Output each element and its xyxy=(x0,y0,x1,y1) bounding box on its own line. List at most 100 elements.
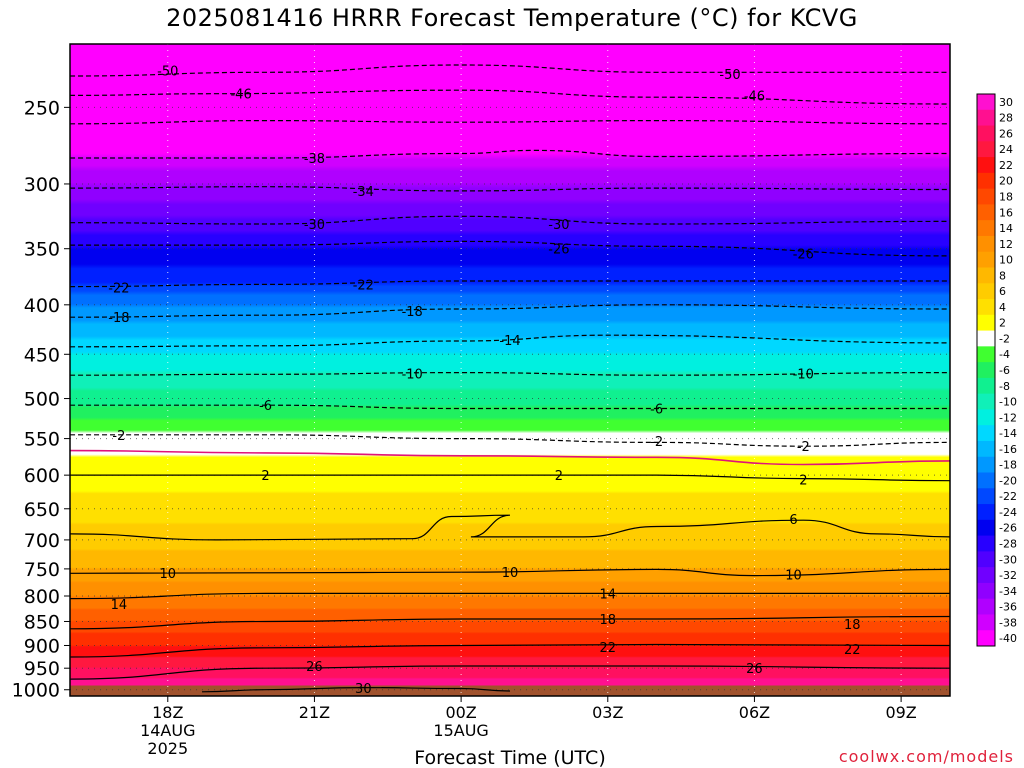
colorbar-label: 12 xyxy=(999,238,1013,251)
colorbar-label: 8 xyxy=(999,269,1006,282)
contour-line xyxy=(70,280,950,288)
contour-label: 22 xyxy=(844,643,861,658)
colorbar-label: -14 xyxy=(999,427,1017,440)
credit-link[interactable]: coolwx.com/models xyxy=(838,747,1014,766)
colorbar-swatch xyxy=(977,172,995,190)
contour-label: -2 xyxy=(797,440,810,455)
contour-label: 22 xyxy=(600,641,617,656)
contour-line xyxy=(70,304,950,318)
contour-line xyxy=(201,686,511,693)
colorbar-label: -16 xyxy=(999,443,1017,456)
colorbar-label: -18 xyxy=(999,459,1017,472)
plot-frame xyxy=(69,43,951,697)
contour-line xyxy=(70,371,950,376)
colorbar-label: 28 xyxy=(999,112,1013,125)
colorbar-label: -40 xyxy=(999,632,1017,645)
colorbar-swatch xyxy=(977,519,995,537)
colorbar-label: -2 xyxy=(999,332,1010,345)
contour-label: 14 xyxy=(111,598,128,613)
contour-line xyxy=(70,404,950,410)
contour-label: -30 xyxy=(304,218,325,233)
colorbar-swatch xyxy=(977,125,995,142)
contour-line xyxy=(70,240,950,257)
x-tick-label: 15AUG xyxy=(433,721,488,740)
contour-label: -26 xyxy=(793,247,814,262)
y-tick-label: 250 xyxy=(24,97,60,119)
y-tick-label: 450 xyxy=(24,344,60,366)
contour-label: -38 xyxy=(304,152,325,167)
colorbar-label: -30 xyxy=(999,553,1017,566)
x-tick-label: 2025 xyxy=(147,739,188,758)
y-tick-label: 500 xyxy=(24,389,60,411)
colorbar-label: -28 xyxy=(999,537,1017,550)
colorbar-label: -32 xyxy=(999,569,1017,582)
colorbar-swatch xyxy=(977,551,995,568)
y-tick-label: 550 xyxy=(24,429,60,451)
colorbar-swatch xyxy=(977,598,995,615)
contour-label: -46 xyxy=(744,89,765,104)
plot-area: -50 -50-46 -46-38-34-30 -30-26 -26-22 -22-18-… xyxy=(69,43,951,698)
contour-line xyxy=(70,615,950,630)
colorbar-swatch xyxy=(977,188,995,205)
y-tick-label: 750 xyxy=(24,559,60,581)
y-tick-label: 600 xyxy=(24,465,60,487)
contour-label: 14 xyxy=(600,587,617,602)
contour-label: -6 xyxy=(259,399,272,414)
y-tick-label: 800 xyxy=(24,586,60,608)
contour-line xyxy=(70,568,950,577)
contour-label: -30 xyxy=(548,218,569,233)
colorbar-swatch xyxy=(977,614,995,631)
colorbar-label: 24 xyxy=(999,143,1013,156)
y-tick-label: 1000 xyxy=(12,680,60,702)
x-tick-label: 00Z xyxy=(445,703,476,722)
x-tick-label: 09Z xyxy=(885,703,916,722)
y-tick-label: 650 xyxy=(24,499,60,521)
contour-line xyxy=(70,89,950,105)
colorbar-label: -34 xyxy=(999,585,1017,598)
contour-label: 6 xyxy=(789,513,797,528)
colorbar-swatch xyxy=(977,220,995,237)
contour-labels: -50 -50-46 -46-38-34-30 -30-26 -26-22 -22-18-… xyxy=(108,65,861,698)
contour-line xyxy=(70,474,950,482)
x-tick-label: 03Z xyxy=(592,703,623,722)
y-tick-label: 350 xyxy=(24,239,60,261)
colorbar-swatch xyxy=(977,488,995,505)
contour-label: -50 xyxy=(719,68,740,83)
contour-label: -34 xyxy=(353,185,374,200)
colorbar-swatch xyxy=(977,504,995,521)
contour-line xyxy=(70,119,950,125)
contour-label: -22 xyxy=(108,282,129,297)
colorbar-swatch xyxy=(977,141,995,158)
contour-line xyxy=(70,64,950,77)
colorbar-label: 18 xyxy=(999,191,1013,204)
contour-label: 26 xyxy=(306,660,323,675)
colorbar-swatch xyxy=(977,456,995,474)
x-axis-label: Forecast Time (UTC) xyxy=(414,747,605,768)
contour-label: 2 xyxy=(799,473,807,488)
colorbar-swatch xyxy=(977,109,995,127)
colorbar-swatch xyxy=(977,567,995,584)
colorbar-label: 26 xyxy=(999,127,1013,140)
contour-label: 10 xyxy=(502,566,519,581)
contour-line xyxy=(70,334,950,348)
contour-label: -22 xyxy=(353,278,374,293)
contour-label: -18 xyxy=(402,305,423,320)
contour-line xyxy=(70,186,950,192)
x-tick-label: 06Z xyxy=(739,703,770,722)
colorbar-frame xyxy=(976,93,996,647)
x-tick-label: 14AUG xyxy=(140,721,195,740)
contour-line xyxy=(70,215,950,225)
grid-lines xyxy=(70,44,950,696)
contour-line xyxy=(70,434,950,447)
contour-line xyxy=(70,449,950,466)
colorbar-label: 2 xyxy=(999,317,1006,330)
contour-label: 2 xyxy=(555,469,563,484)
colorbar-label: -24 xyxy=(999,506,1017,519)
colorbar-swatch xyxy=(977,299,995,316)
contour-line xyxy=(70,643,950,658)
y-tick-label: 700 xyxy=(24,530,60,552)
colorbar-label: -20 xyxy=(999,474,1017,487)
colorbar-label: 22 xyxy=(999,159,1013,172)
colorbar-label: -36 xyxy=(999,601,1017,614)
